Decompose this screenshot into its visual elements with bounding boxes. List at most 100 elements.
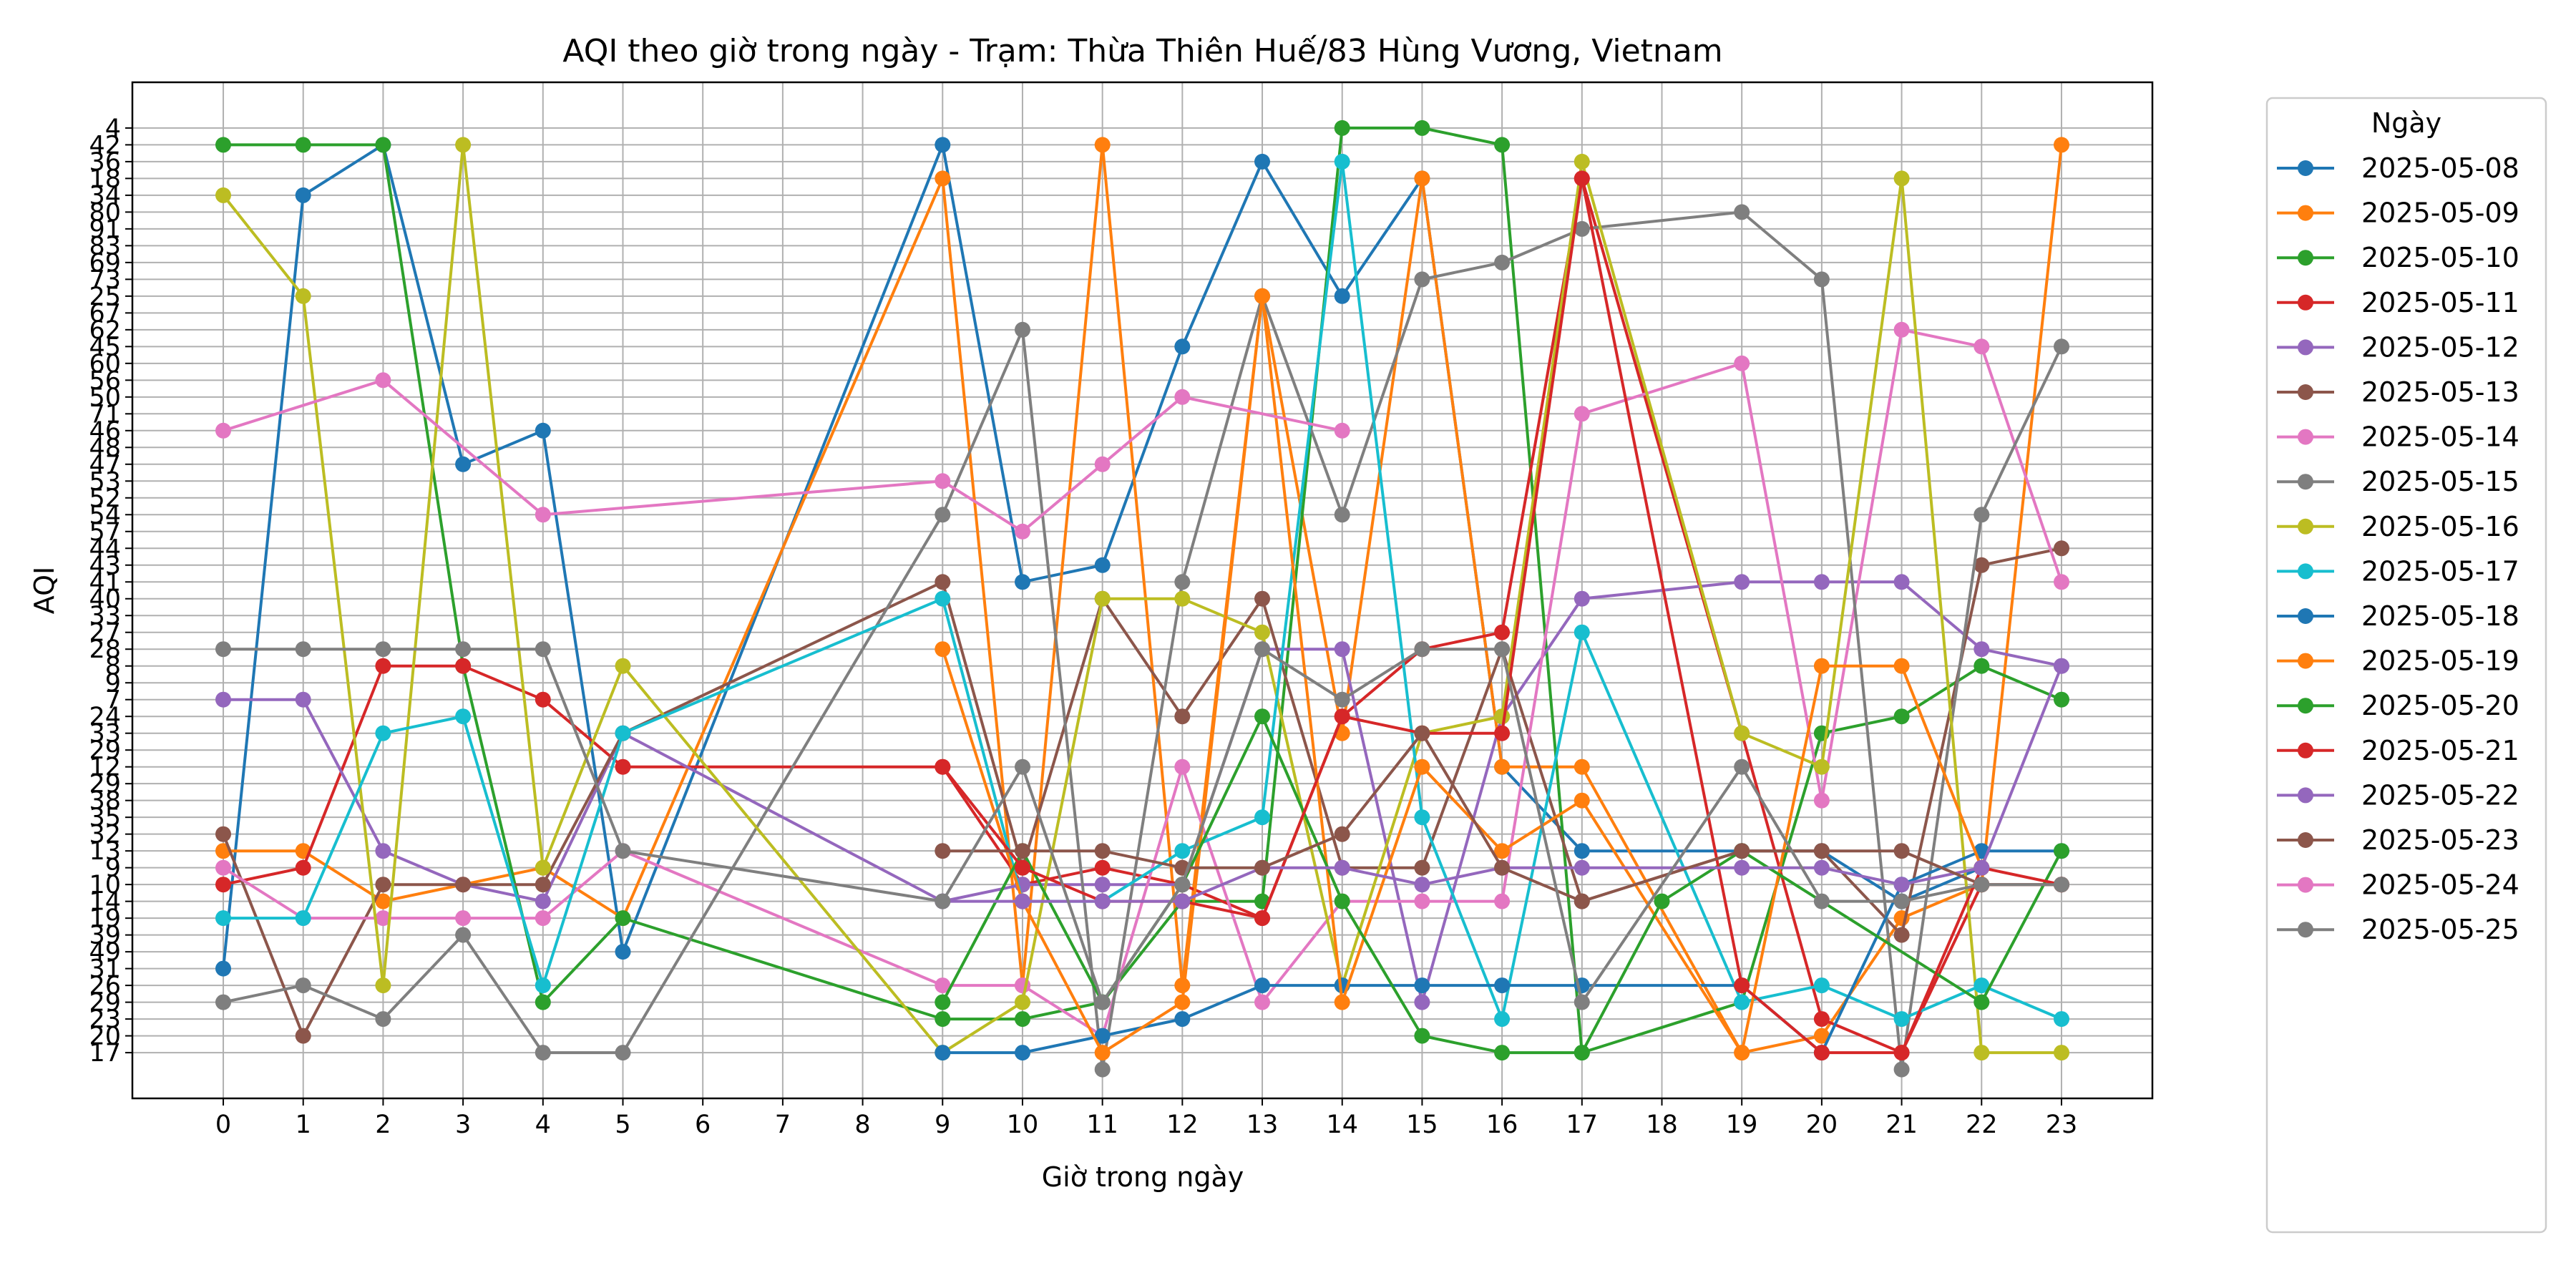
data-point	[1813, 658, 1830, 674]
legend-swatch-marker	[2298, 742, 2313, 758]
legend-label: 2025-05-18	[2361, 600, 2519, 632]
legend-item: 2025-05-10	[2277, 242, 2519, 273]
x-tick-label: 10	[1007, 1111, 1039, 1139]
data-point	[1893, 574, 1910, 590]
y-tick-label: 42	[89, 131, 121, 160]
data-point	[1094, 1061, 1111, 1078]
data-point	[1813, 893, 1830, 909]
data-point	[1174, 877, 1191, 893]
y-axis-label: AQI	[29, 567, 60, 614]
data-point	[615, 658, 631, 674]
legend-swatch-marker	[2298, 653, 2313, 669]
data-point	[1494, 758, 1511, 775]
data-point	[1174, 977, 1191, 994]
data-point	[535, 877, 551, 893]
series-2025-05-22	[935, 658, 2069, 909]
data-point	[615, 944, 631, 960]
x-tick-label: 19	[1726, 1111, 1758, 1139]
x-tick-label: 20	[1806, 1111, 1838, 1139]
legend-swatch-marker	[2298, 877, 2313, 893]
y-tick-label: 56	[89, 366, 121, 395]
data-point	[2054, 843, 2069, 859]
legend-swatch-marker	[2298, 922, 2313, 938]
data-point	[1654, 893, 1670, 909]
data-point	[1174, 574, 1191, 590]
legend-item: 2025-05-11	[2277, 287, 2519, 318]
y-tick-label: 9	[105, 854, 121, 883]
data-point	[1094, 1028, 1111, 1044]
data-point	[1734, 204, 1750, 220]
legend-swatch-marker	[2298, 608, 2313, 624]
data-point	[2054, 658, 2069, 674]
data-point	[1734, 1045, 1750, 1061]
data-point	[1893, 1061, 1910, 1078]
data-point	[2054, 338, 2069, 355]
data-point	[1334, 708, 1350, 725]
data-point	[215, 994, 231, 1010]
series-2025-05-15	[215, 204, 2069, 1078]
data-point	[375, 658, 391, 674]
data-point	[1813, 758, 1830, 775]
data-point	[535, 641, 551, 658]
data-point	[615, 910, 631, 927]
data-point	[1414, 859, 1430, 876]
data-point	[1974, 641, 1990, 658]
data-point	[1174, 708, 1191, 725]
legend-swatch-marker	[2298, 294, 2313, 311]
data-point	[535, 893, 551, 909]
data-point	[1494, 1011, 1511, 1028]
data-point	[935, 170, 951, 187]
legend-swatch-marker	[2298, 787, 2313, 804]
data-point	[935, 994, 951, 1010]
data-point	[375, 893, 391, 909]
y-tick-label: 36	[89, 148, 121, 177]
data-point	[1414, 119, 1430, 136]
y-tick-label: 40	[89, 585, 121, 614]
series-line	[223, 647, 2062, 1006]
data-point	[375, 877, 391, 893]
legend-label: 2025-05-11	[2361, 287, 2519, 318]
data-point	[455, 456, 472, 472]
y-tick-label: 27	[89, 619, 121, 648]
y-tick-label: 39	[89, 922, 121, 950]
data-point	[1974, 658, 1990, 674]
data-point	[935, 641, 951, 658]
y-tick-label: 20	[89, 1023, 121, 1051]
data-point	[1813, 574, 1830, 590]
legend-label: 2025-05-17	[2361, 555, 2519, 587]
legend: Ngày 2025-05-082025-05-092025-05-102025-…	[2265, 97, 2547, 1234]
x-tick-label: 16	[1486, 1111, 1518, 1139]
y-tick-label: 52	[89, 484, 121, 513]
legend-swatch-marker	[2298, 832, 2313, 848]
data-point	[1734, 758, 1750, 775]
data-point	[295, 910, 311, 927]
data-point	[1334, 859, 1350, 876]
y-tick-label: 69	[89, 249, 121, 278]
legend-item: 2025-05-21	[2277, 735, 2519, 766]
grid-lines	[132, 82, 2152, 1098]
legend-label: 2025-05-23	[2361, 824, 2519, 856]
data-point	[1334, 153, 1350, 170]
y-tick-label: 50	[89, 384, 121, 412]
data-point	[535, 1045, 551, 1061]
data-point	[1254, 859, 1270, 876]
data-point	[1734, 977, 1750, 994]
legend-label: 2025-05-08	[2361, 152, 2519, 184]
data-point	[2054, 137, 2069, 153]
y-tick-label: 57	[89, 518, 121, 547]
y-tick-label: 31	[89, 955, 121, 984]
x-tick-label: 23	[2046, 1111, 2078, 1139]
data-point	[935, 1045, 951, 1061]
data-point	[295, 137, 311, 153]
data-point	[215, 859, 231, 876]
data-point	[1094, 893, 1111, 909]
data-point	[1574, 859, 1590, 876]
data-point	[1094, 843, 1111, 859]
y-tick-label: 13	[89, 837, 121, 866]
data-point	[1414, 877, 1430, 893]
data-point	[1015, 758, 1030, 775]
y-tick-label: 44	[89, 535, 121, 563]
data-point	[1813, 1011, 1830, 1028]
data-point	[1174, 1011, 1191, 1028]
